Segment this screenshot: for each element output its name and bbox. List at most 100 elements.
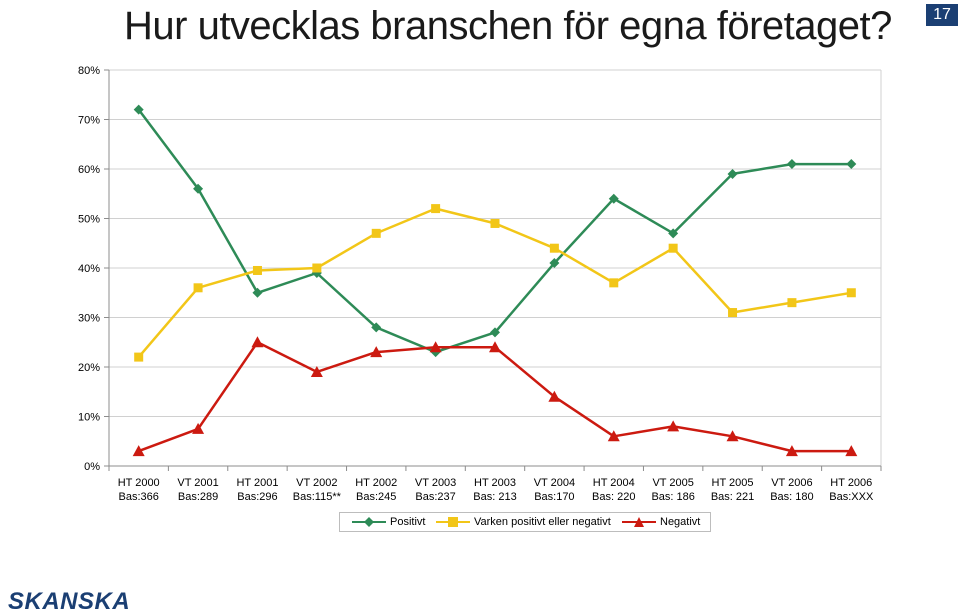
x-tick-label-base: Bas: 180 [770,491,813,503]
data-point-varken [193,283,203,293]
legend-label-positivt: Positivt [390,516,426,528]
x-tick-label: HT 2004 Bas: 220 [592,477,635,503]
y-tick-labels: 0% 10% 20% 30% 40% 50% 60% 70% 80% [78,65,100,473]
x-tick-label-period: HT 2003 [474,477,516,489]
x-tick-label-period: HT 2000 [118,477,160,489]
x-tick-label: HT 2003 Bas: 213 [473,477,516,503]
data-point-negativt [429,341,442,353]
x-tick-label: VT 2005 Bas: 186 [651,477,694,503]
x-tick-label-base: Bas:170 [534,491,574,503]
data-point-varken [431,204,441,214]
data-point-positivt [668,228,679,239]
x-tick-label: VT 2002 Bas:115** [293,477,342,503]
legend-marker-positivt [364,517,374,527]
data-point-positivt [786,159,797,170]
legend-swatch-negativt [622,517,656,527]
skanska-logo: SKANSKA [8,588,131,615]
data-point-negativt [370,346,383,358]
data-point-negativt [667,420,680,432]
data-point-positivt [371,322,382,333]
legend-swatch-positivt [352,517,386,527]
x-tick-label-period: HT 2001 [236,477,278,489]
data-point-negativt [785,445,798,457]
data-point-varken [846,288,856,298]
x-tick-label-base: Bas:237 [415,491,455,503]
x-tick-label-base: Bas:XXX [829,491,874,503]
x-tick-label: HT 2000 Bas:366 [118,477,160,503]
x-tick-label: VT 2006 Bas: 180 [770,477,813,503]
data-point-positivt [193,183,204,194]
x-tick-label-base: Bas: 220 [592,491,635,503]
legend-swatch-varken [436,517,470,527]
y-tick-label: 30% [78,313,100,325]
data-point-varken [252,265,262,275]
x-tick-label-base: Bas:245 [356,491,396,503]
chart-legend: Positivt Varken positivt eller negativt … [339,512,711,532]
x-tick-label-base: Bas:289 [178,491,218,503]
data-point-positivt [133,104,144,115]
data-point-positivt [608,193,619,204]
data-point-varken [549,243,559,253]
x-tick-label: HT 2006 Bas:XXX [829,477,874,503]
x-tick-label-period: VT 2006 [771,477,812,489]
data-point-positivt [490,327,500,338]
data-point-positivt [549,258,560,269]
data-point-varken [668,243,678,253]
data-point-negativt [607,430,620,442]
data-point-negativt [845,445,858,457]
x-tick-label-period: VT 2001 [177,477,218,489]
x-tick-labels: HT 2000 Bas:366 VT 2001 Bas:289 HT 2001 Bas:2… [118,477,874,503]
y-tick-label: 10% [78,412,100,424]
x-tick-label: VT 2001 Bas:289 [177,477,218,503]
legend-marker-negativt [634,517,644,527]
data-point-varken [371,228,381,238]
data-point-positivt [727,168,738,179]
x-tick-label-period: HT 2002 [355,477,397,489]
data-point-negativt [726,430,739,442]
slide-title: Hur utvecklas branschen för egna företag… [124,4,892,48]
y-tick-label: 60% [78,164,100,176]
x-tick-label-base: Bas:296 [237,491,277,503]
x-tick-label-base: Bas: 221 [711,491,754,503]
x-tick-label-period: VT 2003 [415,477,456,489]
data-point-negativt [548,390,561,402]
data-point-varken [490,218,500,228]
legend-marker-varken [448,517,458,527]
legend-label-negativt: Negativt [660,516,701,528]
x-tick-label-period: VT 2004 [534,477,575,489]
x-tick-label: HT 2001 Bas:296 [236,477,278,503]
x-tick-label-base: Bas: 213 [473,491,516,503]
x-tick-label-period: HT 2004 [593,477,635,489]
series-line-positivt [137,108,852,354]
y-tick-label: 80% [78,65,100,77]
x-tick-label-period: HT 2006 [830,477,872,489]
y-tick-label: 70% [78,115,100,127]
x-tick-label: VT 2003 Bas:237 [415,477,456,503]
data-point-varken [728,308,738,318]
x-tick-label: HT 2005 Bas: 221 [711,477,754,503]
chart-series [132,104,858,457]
data-point-negativt [310,365,323,377]
page-number-badge: 17 [926,4,958,26]
y-tick-label: 0% [84,461,100,473]
data-point-positivt [252,287,263,298]
x-tick-label-base: Bas: 186 [651,491,694,503]
legend-label-varken: Varken positivt eller negativt [474,516,611,528]
data-point-negativt [132,445,145,457]
x-tick-label-period: VT 2005 [652,477,693,489]
x-tick-label-period: VT 2002 [296,477,337,489]
x-tick-label: VT 2004 Bas:170 [534,477,575,503]
data-point-varken [609,278,619,288]
x-tick-label-base: Bas:366 [119,491,159,503]
grid-lines [109,69,881,417]
data-point-negativt [192,422,205,434]
series-line-negativt [138,341,852,453]
data-point-negativt [489,341,501,353]
data-point-positivt [846,159,857,170]
x-tick-label: HT 2002 Bas:245 [355,477,397,503]
data-point-varken [787,298,797,308]
x-tick-label-base: Bas:115** [293,491,342,503]
y-tick-label: 40% [78,263,100,275]
data-point-varken [134,352,144,362]
y-tick-label: 20% [78,362,100,374]
